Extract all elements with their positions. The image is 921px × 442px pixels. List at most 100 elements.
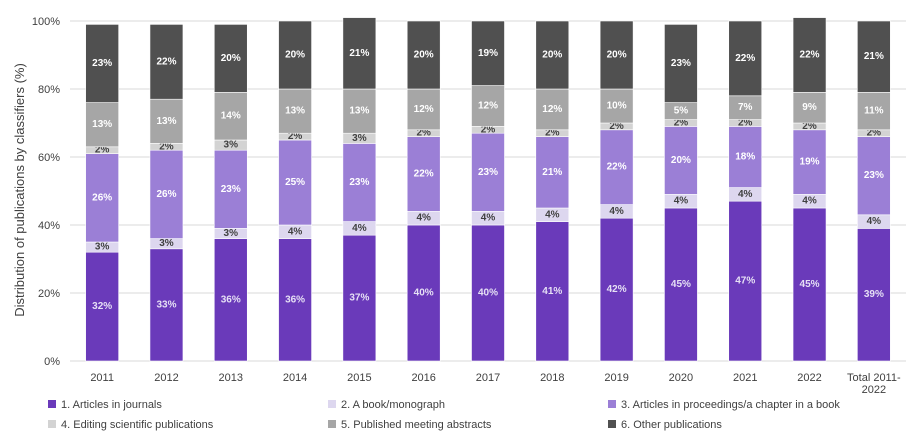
data-label: 13% [285, 106, 305, 117]
data-label: 19% [478, 48, 498, 59]
data-label: 11% [864, 106, 884, 117]
bar-segment [149, 149, 184, 239]
data-label: 20% [414, 50, 434, 61]
y-tick-label: 40% [38, 220, 60, 232]
data-label: 2% [609, 121, 624, 132]
bar-segment [471, 132, 505, 212]
data-label: 45% [671, 279, 691, 290]
data-label: 21% [864, 51, 884, 62]
data-label: 3% [95, 242, 110, 253]
bar-segment [342, 143, 377, 222]
bar-segment [406, 88, 441, 131]
y-axis-label: Distribution of publications by classifi… [12, 63, 27, 317]
bar-segment [792, 207, 827, 362]
bars: 32% 3% 26% 2% 13% 23% 33% 3% 26% 2% 13% 22% 36% 3% 23%… [85, 17, 891, 362]
data-label: 26% [92, 192, 112, 203]
bar-segment [149, 24, 184, 100]
data-label: 23% [92, 58, 112, 69]
x-tick-label: 2018 [540, 372, 564, 384]
x-tick-label: 2020 [669, 372, 693, 384]
data-label: 3% [352, 133, 367, 144]
data-label: 33% [156, 299, 176, 310]
data-label: 5% [674, 106, 689, 117]
bar-segment [406, 136, 441, 212]
x-tick-label: 2011 [90, 372, 114, 384]
bar-segment [792, 129, 827, 195]
legend-swatch [328, 400, 336, 408]
legend: 1. Articles in journals 2. A book/monogra… [48, 399, 840, 431]
data-label: 4% [609, 206, 624, 217]
data-label: 20% [607, 50, 627, 61]
y-tick-label: 20% [38, 288, 60, 300]
legend-label: 2. A book/monograph [341, 399, 445, 411]
data-label: 42% [607, 284, 627, 295]
bar-segment [792, 17, 827, 93]
bar-segment [471, 224, 505, 362]
bar-segment [664, 207, 698, 362]
data-label: 32% [92, 301, 112, 312]
data-label: 13% [156, 116, 176, 127]
data-label: 4% [674, 196, 689, 207]
legend-swatch [608, 400, 616, 408]
data-label: 13% [92, 119, 112, 130]
data-label: 2% [738, 118, 753, 129]
bar-segment [599, 129, 634, 205]
legend-swatch [48, 420, 56, 428]
data-label: 4% [481, 213, 496, 224]
legend-label: 4. Editing scientific publications [61, 419, 214, 431]
data-label: 23% [671, 58, 691, 69]
data-label: 4% [867, 216, 882, 227]
bar-segment [85, 153, 119, 243]
x-tick-label: 2019 [604, 372, 628, 384]
bar-segment [857, 228, 891, 362]
data-label: 4% [352, 223, 367, 234]
legend-swatch [328, 420, 336, 428]
y-tick-label: 0% [44, 356, 60, 368]
legend-swatch [48, 400, 56, 408]
bar-segment [535, 20, 570, 90]
bar-segment [792, 92, 827, 124]
data-label: 2% [481, 124, 496, 135]
data-label: 22% [735, 53, 755, 64]
bar-segment [149, 248, 184, 362]
y-tick-label: 60% [38, 152, 60, 164]
data-label: 26% [156, 189, 176, 200]
x-tick-label: 2022 [797, 372, 821, 384]
bar-segment [342, 17, 377, 90]
bar-segment [728, 20, 763, 97]
bar-segment [664, 24, 698, 103]
data-label: 4% [738, 189, 753, 200]
data-label: 3% [224, 228, 239, 239]
x-tick-label: Total 2011- [847, 372, 901, 384]
legend-label: 3. Articles in proceedings/a chapter in … [621, 399, 840, 411]
x-tick-labels: 2011 2012 2013 2014 2015 2016 2017 2018 2019 2020… [90, 372, 901, 396]
data-label: 4% [802, 196, 817, 207]
bar-segment [342, 88, 377, 134]
bar-segment [406, 224, 441, 362]
data-label: 19% [800, 157, 820, 168]
bar-segment [213, 238, 248, 362]
data-label: 21% [542, 167, 562, 178]
data-label: 23% [864, 170, 884, 181]
data-label: 4% [545, 209, 560, 220]
bar-segment [535, 88, 570, 131]
bar-segment [471, 20, 505, 86]
bar-segment [857, 136, 891, 216]
bar-segment [278, 139, 312, 226]
data-label: 13% [349, 106, 369, 117]
data-label: 37% [349, 293, 369, 304]
bar-segment [535, 136, 570, 209]
bar-segment [149, 98, 184, 144]
data-label: 4% [416, 213, 431, 224]
legend-label: 5. Published meeting abstracts [341, 419, 492, 431]
x-tick-label: 2022 [862, 384, 886, 396]
bar-segment [213, 149, 248, 229]
bar-segment [406, 20, 441, 90]
data-label: 22% [800, 50, 820, 61]
legend-label: 1. Articles in journals [61, 399, 162, 411]
data-label: 40% [478, 288, 498, 299]
x-tick-label: 2015 [347, 372, 371, 384]
bar-segment [278, 238, 312, 362]
data-label: 25% [285, 177, 305, 188]
